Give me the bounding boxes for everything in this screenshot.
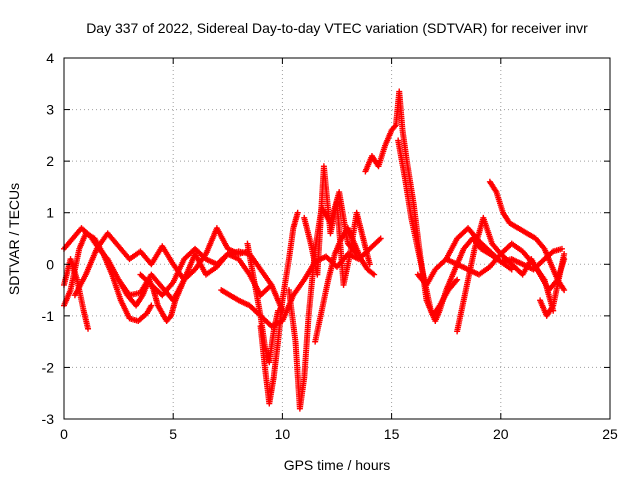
series-arc-7	[218, 235, 384, 330]
series-arc-9	[257, 209, 301, 407]
series-markers	[537, 250, 568, 319]
x-tick-label: 0	[60, 426, 68, 442]
series-arc-12	[312, 225, 378, 345]
x-axis-label: GPS time / hours	[284, 457, 391, 473]
series-markers	[244, 240, 282, 366]
series-markers	[312, 225, 378, 345]
y-tick-label: -2	[42, 359, 55, 375]
series-markers	[443, 225, 515, 273]
y-axis-label: SDTVAR / TECUs	[6, 183, 22, 295]
series-arc-4	[71, 225, 251, 299]
data-series	[61, 88, 568, 412]
series-arc-17	[443, 225, 515, 273]
x-tick-label: 25	[602, 426, 618, 442]
y-tick-label: 3	[46, 102, 54, 118]
series-markers	[71, 225, 251, 299]
series-markers	[137, 245, 286, 314]
series-markers	[257, 209, 301, 407]
x-tick-label: 20	[493, 426, 509, 442]
x-tick-label: 10	[275, 426, 291, 442]
axis-ticks: 0 5 10 15 20 25 -3 -2 -1 0 1 2 3 4	[42, 50, 618, 442]
series-arc-11	[301, 163, 373, 288]
series-arc-6	[137, 245, 286, 314]
y-tick-label: 0	[46, 256, 54, 272]
plot-frame	[63, 57, 611, 420]
grid-lines	[64, 58, 610, 419]
x-tick-label: 15	[384, 426, 400, 442]
series-arc-19	[537, 250, 568, 319]
series-markers	[486, 178, 568, 294]
series-arc-18	[486, 178, 568, 294]
y-tick-label: 1	[46, 205, 54, 221]
series-markers	[218, 235, 384, 330]
x-tick-label: 5	[169, 426, 177, 442]
series-markers	[301, 163, 373, 288]
y-tick-label: -1	[42, 308, 55, 324]
y-tick-label: -3	[42, 411, 55, 427]
series-arc-8	[244, 240, 282, 366]
y-tick-label: 2	[46, 153, 54, 169]
y-tick-label: 4	[46, 50, 54, 66]
chart-title: Day 337 of 2022, Sidereal Day-to-day VTE…	[86, 20, 588, 36]
